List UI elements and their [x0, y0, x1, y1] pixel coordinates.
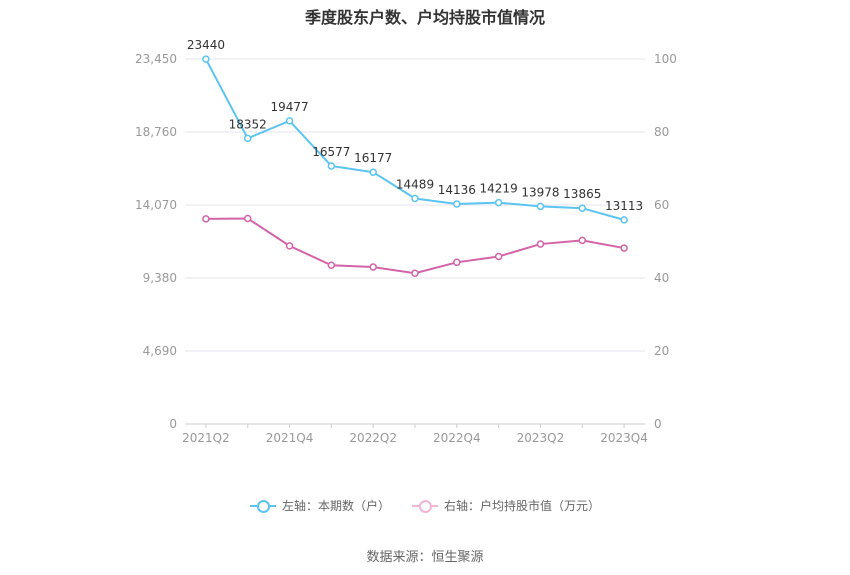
data-point-right: [285, 242, 294, 250]
data-point-left: [285, 117, 294, 125]
y-left-tick-label: 9,380: [143, 271, 177, 285]
y-right-tick-label: 20: [654, 344, 669, 358]
data-point-left: [494, 198, 503, 207]
data-point-left: [578, 204, 587, 212]
y-left-tick-label: 4,690: [143, 344, 177, 358]
data-point-left: [453, 200, 461, 208]
x-tick-label: 2023Q2: [517, 431, 565, 445]
y-right-tick-label: 40: [654, 271, 669, 285]
legend-label-right: 右轴：户均持股市值（万元）: [444, 499, 601, 513]
y-right-tick-label: 80: [654, 125, 669, 139]
data-point-right: [369, 263, 377, 271]
data-point-left: [243, 134, 252, 143]
data-point-right: [536, 240, 545, 248]
data-point-right: [578, 236, 587, 245]
data-label: 18352: [229, 117, 267, 131]
y-left-tick-label: 18,760: [135, 125, 177, 139]
data-label: 16577: [312, 145, 350, 159]
data-point-right: [243, 214, 252, 223]
data-point-right: [327, 261, 336, 269]
data-point-right: [620, 244, 628, 252]
legend-item-left[interactable]: 左轴：本期数（户）: [249, 497, 390, 514]
data-label: 14136: [438, 183, 476, 197]
series-line-right: [205, 217, 625, 275]
chart-title: 季度股东户数、户均持股市值情况: [304, 8, 545, 27]
data-label: 14489: [396, 177, 434, 191]
data-label: 23440: [187, 38, 225, 52]
data-point-left: [369, 168, 377, 176]
data-point-left: [202, 55, 210, 63]
x-tick-label: 2021Q2: [182, 431, 230, 445]
y-left-tick-label: 14,070: [135, 198, 177, 212]
x-tick-label: 2021Q4: [266, 431, 314, 445]
x-tick-label: 2022Q2: [349, 431, 397, 445]
data-point-right: [411, 269, 419, 278]
data-label: 19477: [270, 100, 308, 114]
legend-label-left: 左轴：本期数（户）: [281, 499, 390, 513]
y-left-tick-label: 0: [169, 417, 177, 431]
data-label: 13113: [605, 199, 643, 213]
y-left-tick-label: 23,450: [135, 52, 177, 66]
legend: 左轴：本期数（户） 右轴：户均持股市值（万元）: [0, 497, 850, 514]
y-right-tick-label: 60: [654, 198, 669, 212]
data-point-left: [536, 202, 545, 211]
data-point-right: [202, 215, 210, 223]
data-point-right: [494, 252, 503, 261]
y-right-tick-label: 100: [654, 52, 677, 66]
data-point-left: [327, 162, 336, 170]
data-point-left: [620, 216, 628, 224]
x-tick-label: 2023Q4: [600, 431, 648, 445]
data-point-left: [411, 194, 419, 203]
y-right-tick-label: 0: [654, 417, 662, 431]
legend-item-right[interactable]: 右轴：户均持股市值（万元）: [412, 497, 600, 514]
data-point-right: [453, 258, 461, 267]
data-label: 13978: [521, 185, 559, 199]
data-label: 13865: [563, 187, 601, 201]
data-label: 14219: [480, 182, 518, 196]
data-source: 数据来源：恒生聚源: [366, 550, 484, 565]
legend-marker-right-icon: [412, 499, 438, 513]
x-tick-label: 2022Q4: [433, 431, 481, 445]
legend-marker-left-icon: [249, 499, 276, 513]
data-label: 16177: [354, 151, 392, 165]
